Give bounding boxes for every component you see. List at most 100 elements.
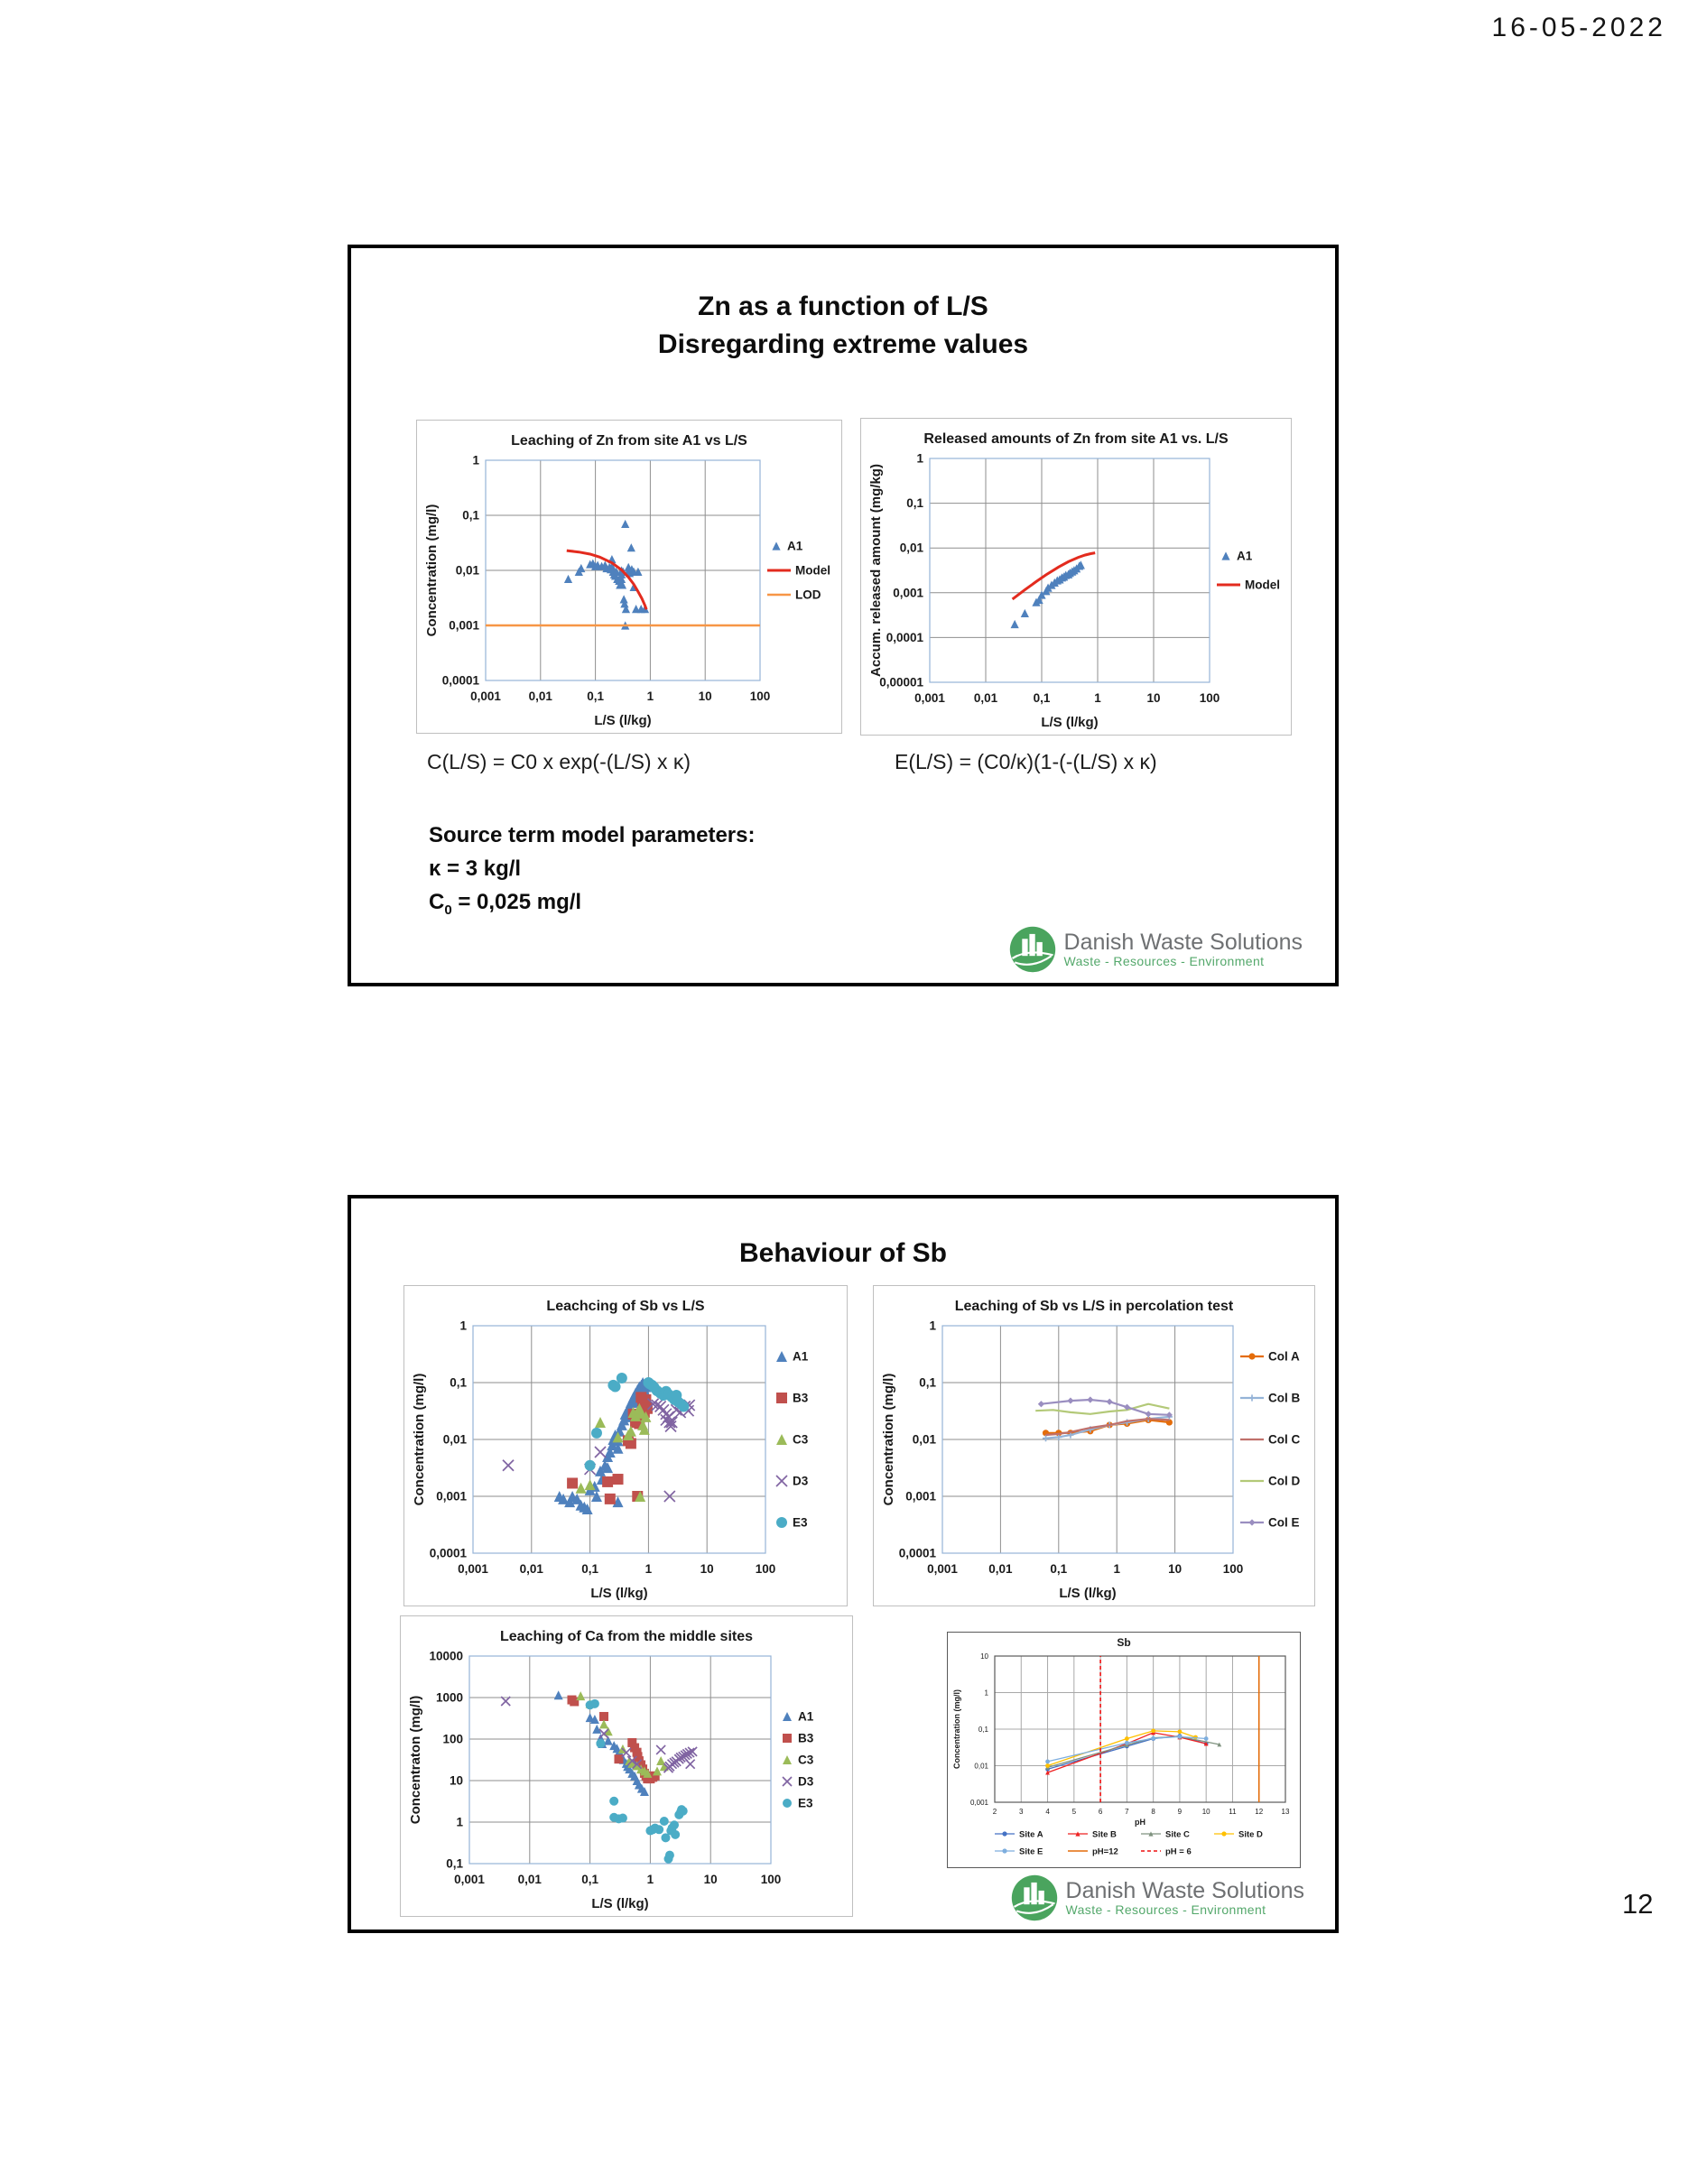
svg-text:0,1: 0,1 [906,496,923,510]
svg-text:7: 7 [1125,1808,1129,1816]
svg-text:Col E: Col E [1268,1516,1300,1530]
logo-tagline: Waste - Resources - Environment [1063,954,1265,968]
sb-leaching-chart: 0,001 0,01 0,1 1 10 100 1 0,1 0,01 0,001 0,0001 Lea… [403,1285,848,1606]
svg-text:2: 2 [993,1808,997,1816]
svg-text:100: 100 [750,689,771,703]
svg-text:1: 1 [1094,691,1101,705]
svg-text:Concentration (mg/l): Concentration (mg/l) [952,1689,961,1769]
svg-text:Col D: Col D [1268,1475,1300,1488]
svg-text:0,1: 0,1 [919,1376,936,1390]
svg-text:0,1: 0,1 [1034,691,1051,705]
svg-text:Col B: Col B [1268,1392,1300,1405]
model-parameters-block: Source term model parameters: κ = 3 kg/l… [429,819,755,927]
sb-vs-ph-chart: 2 3 4 5 6 7 8 9 10 11 12 13 10 1 0,1 0,01 0,001 Sb pH Conce… [947,1632,1301,1868]
svg-text:0,1: 0,1 [978,1726,989,1734]
svg-text:Concentration (mg/l): Concentration (mg/l) [412,1374,427,1506]
svg-text:C3: C3 [798,1754,814,1767]
dws-logo: Danish Waste Solutions Waste - Resources… [1008,925,1303,974]
svg-text:E3: E3 [793,1516,808,1530]
svg-text:100: 100 [761,1873,782,1886]
svg-text:A1: A1 [787,540,803,553]
svg-text:0,01: 0,01 [518,1873,543,1886]
date-stamp: 16-05-2022 [1491,13,1666,42]
svg-text:1: 1 [1113,1562,1120,1576]
svg-text:Site D: Site D [1238,1830,1263,1840]
svg-text:Site A: Site A [1019,1830,1043,1840]
svg-text:Concentraton (mg/l): Concentraton (mg/l) [408,1696,423,1825]
svg-text:Leaching of Ca from the middle: Leaching of Ca from the middle sites [500,1629,753,1644]
param-c0-subscript: 0 [444,902,452,918]
slide1-title-line1: Zn as a function of L/S [698,292,988,321]
svg-text:0,1: 0,1 [587,689,604,703]
svg-text:0,01: 0,01 [529,689,553,703]
svg-text:10: 10 [980,1652,988,1661]
svg-text:0,001: 0,001 [927,1562,958,1576]
logo-tagline: Waste - Resources - Environment [1065,1902,1266,1917]
svg-text:C3: C3 [793,1433,809,1447]
svg-text:0,001: 0,001 [905,1490,936,1504]
param-c0-base: C [429,890,445,914]
svg-text:13: 13 [1282,1808,1290,1816]
svg-text:D3: D3 [798,1775,814,1789]
svg-text:Leaching of Sb vs L/S in perco: Leaching of Sb vs L/S in percolation tes… [955,1299,1234,1314]
svg-text:0,1: 0,1 [581,1562,598,1576]
svg-text:L/S (l/kg): L/S (l/kg) [1041,715,1098,730]
svg-text:5: 5 [1072,1808,1077,1816]
svg-text:E3: E3 [798,1797,813,1810]
svg-text:10: 10 [1168,1562,1182,1576]
svg-text:1: 1 [456,1816,463,1829]
svg-text:10: 10 [1202,1808,1210,1816]
svg-text:0,01: 0,01 [913,1433,937,1447]
svg-text:1000: 1000 [436,1691,463,1705]
param-kappa: κ = 3 kg/l [429,856,522,881]
svg-text:9: 9 [1178,1808,1183,1816]
slide-behaviour-of-sb: Behaviour of Sb 0,001 0,01 0,1 1 10 100 1 0,1 0,… [348,1195,1339,1933]
svg-text:Col C: Col C [1268,1433,1300,1447]
svg-text:3: 3 [1019,1808,1024,1816]
svg-text:1: 1 [645,1562,653,1576]
svg-text:0,1: 0,1 [462,509,479,523]
svg-text:D3: D3 [793,1475,809,1488]
release-model-formula: E(L/S) = (C0/κ)(1-(-(L/S) x κ) [895,750,1157,773]
svg-text:10: 10 [700,1562,714,1576]
svg-text:Leaching of Zn from site A1 vs: Leaching of Zn from site A1 vs L/S [511,433,747,449]
svg-text:12: 12 [1255,1808,1263,1816]
svg-text:0,001: 0,001 [470,689,501,703]
svg-text:10: 10 [1146,691,1160,705]
svg-text:0,01: 0,01 [456,564,480,578]
svg-text:Accum. released amount (mg/kg): Accum. released amount (mg/kg) [868,464,884,677]
svg-text:11: 11 [1229,1808,1237,1816]
svg-text:0,0001: 0,0001 [899,1547,937,1560]
svg-text:6: 6 [1099,1808,1103,1816]
slide-zn-function-of-ls: Zn as a function of L/S Disregarding ext… [348,245,1339,986]
svg-text:Col A: Col A [1268,1350,1300,1364]
svg-text:Concentration (mg/l): Concentration (mg/l) [881,1374,896,1506]
logo-company-name: Danish Waste Solutions [1063,930,1303,955]
zn-released-amount-chart: 0,001 0,01 0,1 1 10 100 1 0,1 0,01 0,001 0,0001 0,0… [860,418,1292,736]
params-heading: Source term model parameters: [429,823,756,847]
svg-text:B3: B3 [793,1392,809,1405]
param-c0: C0 = 0,025 mg/l [429,885,755,927]
sb-percolation-chart: 0,001 0,01 0,1 1 10 100 1 0,1 0,01 0,001 0,0001 Lea… [873,1285,1315,1606]
svg-text:0,01: 0,01 [988,1562,1013,1576]
svg-text:0,1: 0,1 [581,1873,598,1886]
concentration-model-formula: C(L/S) = C0 x exp(-(L/S) x κ) [427,750,691,773]
svg-text:0,0001: 0,0001 [430,1547,468,1560]
svg-text:0,01: 0,01 [443,1433,468,1447]
svg-text:0,001: 0,001 [458,1562,488,1576]
svg-text:0,01: 0,01 [520,1562,544,1576]
svg-text:0,001: 0,001 [970,1799,989,1807]
ca-middle-sites-chart: 0,001 0,01 0,1 1 10 100 10000 1000 100 10 1 0,1 Leac… [400,1615,853,1917]
dws-logo-icon [1011,1874,1057,1921]
svg-text:pH: pH [1135,1818,1145,1827]
svg-text:pH = 6: pH = 6 [1165,1847,1192,1857]
zn-concentration-chart: 0,001 0,01 0,1 1 10 100 1 0,1 0,01 0,001 0,0001 Lea… [416,420,842,734]
svg-text:A1: A1 [793,1350,809,1364]
svg-text:Concentration (mg/l): Concentration (mg/l) [424,504,440,637]
svg-text:1: 1 [647,1873,654,1886]
svg-text:A1: A1 [1237,550,1253,563]
logo-company-name: Danish Waste Solutions [1065,1878,1304,1903]
svg-text:100: 100 [756,1562,776,1576]
svg-text:1: 1 [459,1319,467,1333]
svg-text:0,01: 0,01 [900,541,924,555]
